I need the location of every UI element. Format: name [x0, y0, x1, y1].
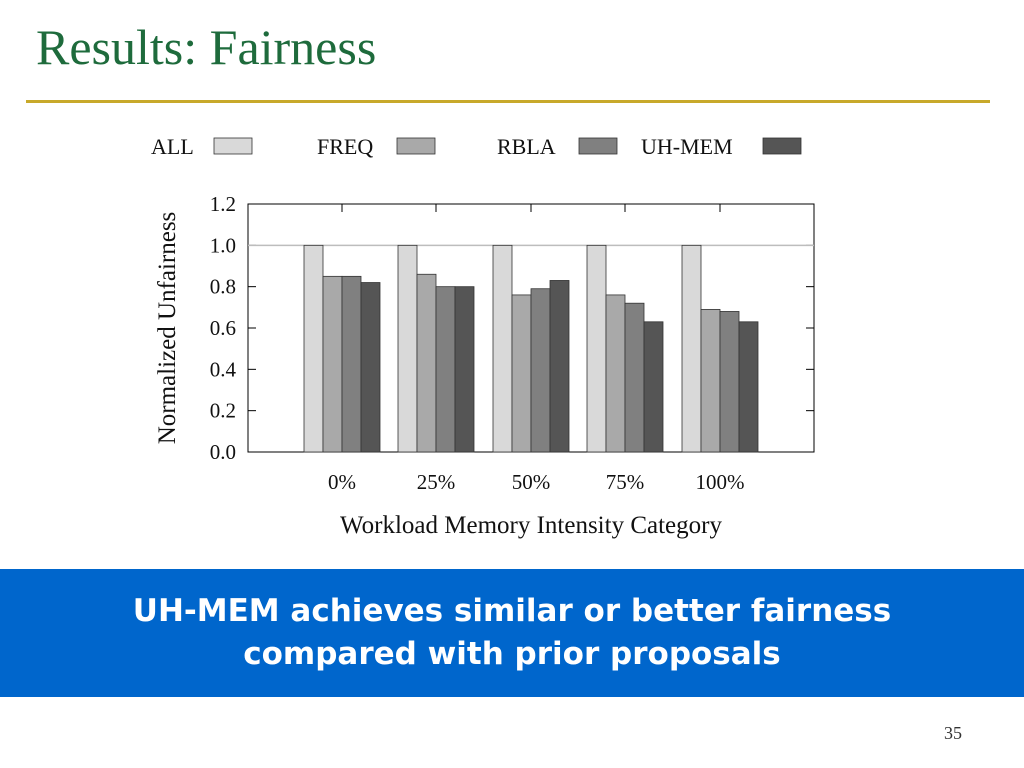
bar: [360, 282, 381, 453]
legend-swatch: [396, 137, 436, 155]
bar: [511, 294, 532, 453]
bar: [643, 321, 664, 453]
legend-swatch: [578, 137, 618, 155]
x-axis-label: Workload Memory Intensity Category: [340, 512, 722, 539]
legend-swatch: [213, 137, 253, 155]
bar: [397, 244, 418, 453]
bar: [586, 244, 607, 453]
legend-swatch: [762, 137, 802, 155]
bar: [605, 294, 626, 453]
slide-title: Results: Fairness: [36, 19, 377, 75]
bar: [700, 308, 721, 453]
legend-label: FREQ: [317, 134, 373, 159]
page-number: 35: [944, 723, 962, 743]
x-tick-label: 0%: [328, 470, 356, 494]
y-tick-label: 1.2: [210, 192, 236, 216]
bar: [492, 244, 513, 453]
bar: [681, 244, 702, 453]
banner-line-2: compared with prior proposals: [243, 636, 781, 672]
bar: [549, 280, 570, 453]
x-tick-label: 75%: [606, 470, 645, 494]
legend-label: RBLA: [497, 134, 556, 159]
bar: [435, 286, 456, 453]
title-divider: [26, 100, 990, 103]
y-tick-label: 1.0: [210, 233, 236, 257]
legend-label: UH-MEM: [641, 134, 733, 159]
y-tick-label: 0.0: [210, 440, 236, 464]
y-tick-label: 0.4: [210, 357, 237, 381]
conclusion-banner: UH-MEM achieves similar or better fairne…: [0, 569, 1024, 697]
bar: [738, 321, 759, 453]
y-axis-label: Normalized Unfairness: [154, 212, 181, 445]
bar: [719, 311, 740, 453]
bar: [416, 273, 437, 453]
x-tick-label: 100%: [696, 470, 745, 494]
fairness-bar-chart: 0.0 0.2 0.4 0.6 0.8 1.0 1.2 0% 25% 50% 75% 100% Work…: [151, 134, 815, 539]
legend-label: ALL: [151, 134, 194, 159]
bar: [624, 302, 645, 453]
y-tick-label: 0.2: [210, 399, 236, 423]
bar: [322, 275, 343, 453]
banner-line-1: UH-MEM achieves similar or better fairne…: [132, 593, 892, 629]
bar: [303, 244, 324, 453]
bar: [530, 288, 551, 453]
y-tick-label: 0.8: [210, 275, 236, 299]
bar: [341, 275, 362, 453]
x-tick-label: 50%: [512, 470, 551, 494]
y-tick-label: 0.6: [210, 316, 236, 340]
bar: [454, 286, 475, 453]
x-tick-label: 25%: [417, 470, 456, 494]
